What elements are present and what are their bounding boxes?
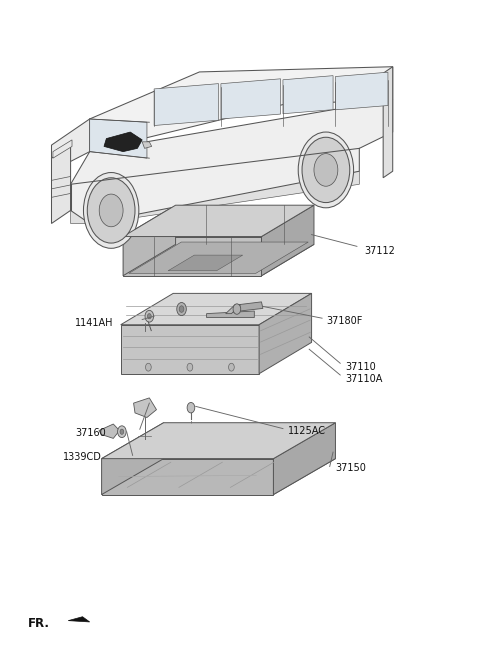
Polygon shape bbox=[99, 424, 120, 438]
Polygon shape bbox=[123, 237, 262, 276]
Text: 37110A: 37110A bbox=[345, 374, 383, 384]
Polygon shape bbox=[336, 72, 388, 110]
Polygon shape bbox=[123, 245, 314, 276]
Circle shape bbox=[298, 132, 354, 208]
Polygon shape bbox=[53, 140, 72, 158]
Circle shape bbox=[120, 429, 124, 434]
Polygon shape bbox=[123, 205, 176, 276]
Polygon shape bbox=[383, 67, 393, 178]
Text: 37150: 37150 bbox=[336, 463, 366, 474]
Circle shape bbox=[84, 173, 139, 249]
Polygon shape bbox=[133, 398, 156, 417]
Text: FR.: FR. bbox=[28, 617, 49, 630]
Text: 37112: 37112 bbox=[364, 246, 395, 256]
Polygon shape bbox=[142, 142, 152, 148]
Circle shape bbox=[187, 403, 195, 413]
Polygon shape bbox=[71, 99, 393, 224]
Circle shape bbox=[118, 426, 126, 438]
Polygon shape bbox=[226, 304, 241, 314]
Polygon shape bbox=[102, 459, 336, 495]
Polygon shape bbox=[168, 255, 243, 271]
Polygon shape bbox=[283, 75, 333, 113]
Text: 1141AH: 1141AH bbox=[75, 318, 114, 328]
Text: 37110: 37110 bbox=[345, 362, 376, 372]
Circle shape bbox=[177, 302, 186, 316]
Circle shape bbox=[87, 178, 135, 243]
Circle shape bbox=[147, 314, 151, 319]
Text: 37160: 37160 bbox=[75, 428, 106, 438]
Polygon shape bbox=[120, 325, 259, 374]
Polygon shape bbox=[129, 242, 308, 274]
Polygon shape bbox=[206, 311, 254, 318]
Polygon shape bbox=[102, 459, 274, 495]
Polygon shape bbox=[240, 302, 263, 311]
Polygon shape bbox=[120, 293, 312, 325]
Text: 37180F: 37180F bbox=[326, 316, 362, 327]
Polygon shape bbox=[154, 83, 218, 125]
Polygon shape bbox=[123, 205, 314, 237]
Circle shape bbox=[228, 363, 234, 371]
Polygon shape bbox=[68, 617, 90, 622]
Polygon shape bbox=[262, 205, 314, 276]
Polygon shape bbox=[104, 132, 142, 152]
Polygon shape bbox=[259, 293, 312, 374]
Circle shape bbox=[314, 154, 338, 186]
Circle shape bbox=[145, 363, 151, 371]
Polygon shape bbox=[274, 422, 336, 495]
Circle shape bbox=[302, 137, 350, 203]
Circle shape bbox=[99, 194, 123, 227]
Text: 1125AC: 1125AC bbox=[288, 426, 326, 436]
Circle shape bbox=[233, 304, 240, 314]
Polygon shape bbox=[71, 171, 360, 224]
Polygon shape bbox=[102, 422, 164, 495]
Polygon shape bbox=[102, 422, 336, 459]
Polygon shape bbox=[221, 79, 281, 119]
Polygon shape bbox=[90, 119, 147, 158]
Polygon shape bbox=[51, 119, 90, 161]
Text: 1339CD: 1339CD bbox=[63, 453, 102, 462]
Polygon shape bbox=[90, 67, 393, 152]
Circle shape bbox=[179, 306, 184, 312]
Circle shape bbox=[187, 363, 193, 371]
Polygon shape bbox=[51, 145, 71, 224]
Circle shape bbox=[145, 310, 154, 322]
